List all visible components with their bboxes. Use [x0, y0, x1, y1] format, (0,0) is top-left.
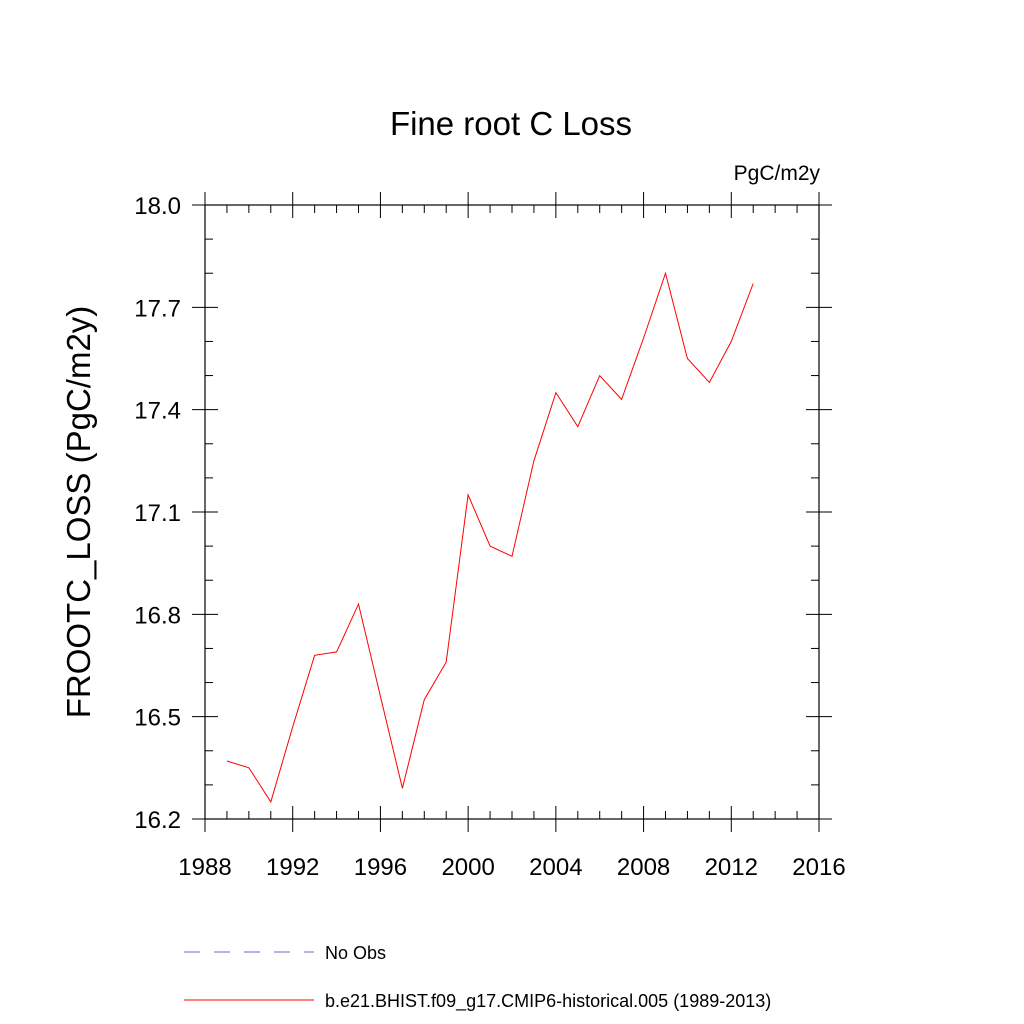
series-lines — [226, 271, 754, 804]
x-tick-label: 1996 — [354, 854, 407, 881]
legend-label: b.e21.BHIST.f09_g17.CMIP6-historical.005… — [325, 991, 771, 1012]
x-tick-labels: 1988 1992 1996 2000 2004 2008 2012 2016 — [178, 854, 845, 881]
legend: No Obs b.e21.BHIST.f09_g17.CMIP6-historic… — [184, 943, 771, 1012]
y-tick-label: 17.7 — [134, 295, 181, 322]
minor-ticks — [205, 205, 819, 819]
x-tick-label: 1992 — [266, 854, 319, 881]
y-tick-label: 16.8 — [134, 602, 181, 629]
units-label: PgC/m2y — [734, 162, 821, 185]
x-tick-label: 2000 — [441, 854, 494, 881]
series-line — [226, 271, 754, 804]
y-tick-label: 17.1 — [134, 500, 181, 527]
y-tick-label: 16.2 — [134, 807, 181, 834]
y-axis-label: FROOTC_LOSS (PgC/m2y) — [60, 306, 97, 719]
x-tick-label: 2008 — [617, 854, 670, 881]
y-tick-labels: 16.2 16.5 16.8 17.1 17.4 17.7 18.0 — [134, 193, 181, 834]
x-tick-label: 2012 — [705, 854, 758, 881]
legend-label: No Obs — [325, 943, 386, 963]
major-ticks — [192, 192, 832, 832]
x-tick-label: 2004 — [529, 854, 582, 881]
y-tick-label: 17.4 — [134, 398, 181, 425]
y-tick-label: 18.0 — [134, 193, 181, 220]
x-tick-label: 1988 — [178, 854, 231, 881]
plot-frame — [204, 204, 820, 820]
chart-title: Fine root C Loss — [390, 105, 632, 142]
x-tick-label: 2016 — [792, 854, 845, 881]
y-tick-label: 16.5 — [134, 705, 181, 732]
